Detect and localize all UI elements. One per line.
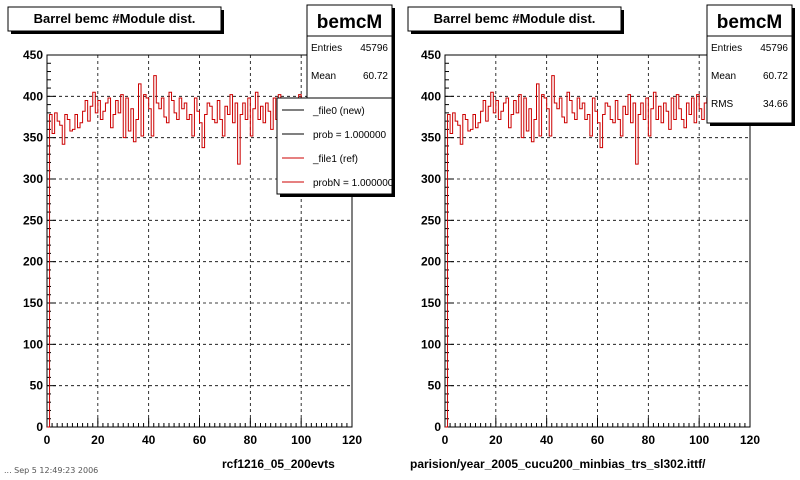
- stats-label: Mean: [311, 71, 336, 82]
- x-tick-label: 60: [193, 433, 207, 447]
- legend-label: _file1 (ref): [312, 154, 358, 165]
- y-tick-label: 150: [421, 296, 441, 310]
- stats-name: bemcM: [317, 12, 382, 33]
- x-tick-label: 20: [91, 433, 105, 447]
- chart-title: Barrel bemc #Module dist.: [34, 11, 196, 26]
- y-tick-label: 450: [421, 48, 441, 62]
- y-tick-label: 100: [421, 337, 441, 351]
- y-tick-label: 100: [23, 337, 43, 351]
- x-tick-label: 0: [442, 433, 449, 447]
- y-tick-label: 400: [421, 89, 441, 103]
- stats-value: 60.72: [363, 71, 388, 82]
- x-tick-label: 100: [689, 433, 709, 447]
- x-tick-label: 60: [591, 433, 605, 447]
- stats-label: Entries: [311, 43, 342, 54]
- stats-value: 45796: [760, 43, 788, 54]
- chart-title: Barrel bemc #Module dist.: [434, 11, 596, 26]
- x-tick-label: 100: [291, 433, 311, 447]
- y-tick-label: 200: [421, 255, 441, 269]
- title-box: [407, 6, 622, 32]
- footer-timestamp: ... Sep 5 12:49:23 2006: [4, 466, 99, 475]
- title-box: [7, 6, 222, 32]
- x-tick-label: 120: [342, 433, 362, 447]
- legend-label: probN = 1.000000: [313, 178, 394, 189]
- stats-label: Mean: [711, 71, 736, 82]
- y-tick-label: 300: [23, 172, 43, 186]
- chart-panel-2: 0 20 40 60 80 100 120 0 50 100 150 200 250 300 350 400 4…: [407, 4, 795, 447]
- y-tick-label: 350: [23, 131, 43, 145]
- y-tick-label: 350: [421, 131, 441, 145]
- chart-panel-1: 0 20 40 60 80 100 120 0 50 100 150 200 250 300 350 400 4…: [7, 4, 395, 447]
- y-tick-label: 200: [23, 255, 43, 269]
- y-tick-label: 0: [36, 420, 43, 434]
- x-tick-label: 80: [244, 433, 258, 447]
- y-tick-label: 300: [421, 172, 441, 186]
- stats-label: Entries: [711, 43, 742, 54]
- histogram-series: [47, 75, 352, 428]
- stats-value: 60.72: [763, 71, 788, 82]
- legend-box: [276, 97, 393, 195]
- histogram-series: [445, 75, 750, 428]
- stats-name: bemcM: [717, 12, 782, 33]
- file-label-right: parision/year_2005_cucu200_minbias_trs_s…: [410, 457, 706, 471]
- stats-label: RMS: [711, 99, 734, 110]
- legend-label: prob = 1.000000: [313, 130, 387, 141]
- x-tick-label: 40: [142, 433, 156, 447]
- stats-value: 45796: [360, 43, 388, 54]
- x-tick-label: 20: [489, 433, 503, 447]
- x-tick-label: 80: [642, 433, 656, 447]
- x-tick-label: 120: [740, 433, 760, 447]
- y-tick-label: 50: [30, 379, 44, 393]
- x-tick-label: 0: [44, 433, 51, 447]
- stats-box: [306, 4, 393, 102]
- legend-label: _file0 (new): [312, 106, 365, 117]
- y-tick-label: 150: [23, 296, 43, 310]
- y-tick-label: 400: [23, 89, 43, 103]
- stats-box: [706, 4, 793, 124]
- y-tick-label: 250: [421, 213, 441, 227]
- y-tick-label: 50: [428, 379, 442, 393]
- stats-value: 34.66: [763, 99, 788, 110]
- y-tick-label: 250: [23, 213, 43, 227]
- y-tick-label: 450: [23, 48, 43, 62]
- x-tick-label: 40: [540, 433, 554, 447]
- file-label-left: rcf1216_05_200evts: [222, 457, 335, 471]
- y-tick-label: 0: [434, 420, 441, 434]
